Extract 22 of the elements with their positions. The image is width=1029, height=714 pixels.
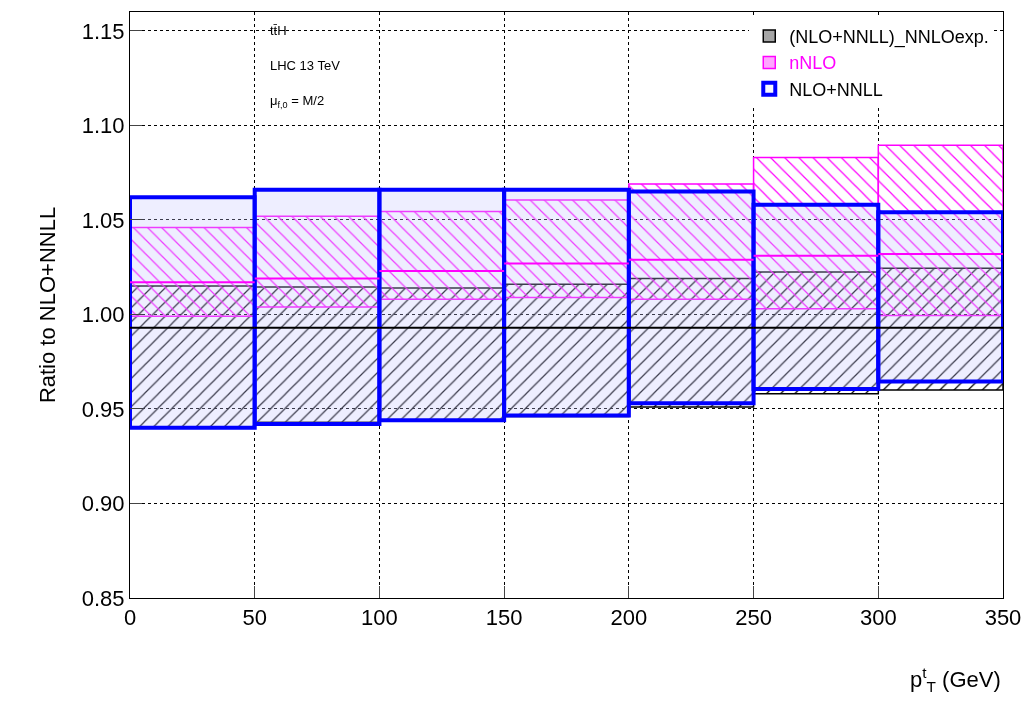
legend-label: NLO+NNLL <box>789 79 883 100</box>
y-tick-label: 0.85 <box>81 585 125 611</box>
x-tick-label: 50 <box>242 605 267 631</box>
y-tick-label: 1.10 <box>81 113 125 139</box>
x-tick-label: 300 <box>859 605 897 631</box>
x-axis-title: p$^{t}$$_{T}$ (GeV) <box>910 664 1001 695</box>
y-tick-label: 1.15 <box>81 18 125 44</box>
y-tick-label: 1.00 <box>81 302 125 328</box>
x-tick-label: 150 <box>485 605 523 631</box>
x-tick-label: 250 <box>735 605 772 631</box>
y-tick-label: 0.95 <box>81 396 125 422</box>
text: (NLO+NNLL)_NNLOexp. <box>789 27 989 49</box>
y-tick-label: 0.90 <box>81 491 125 517</box>
x-tick-label: 350 <box>984 605 1022 631</box>
x-tick-label: 100 <box>361 605 398 631</box>
annotation: μ$_{f,0}$ = M/2 <box>270 93 325 110</box>
x-tick-label: 200 <box>610 605 648 631</box>
x-tick-label: 0 <box>123 605 137 631</box>
y-axis-title: Ratio to NLO+NNLL <box>34 206 60 404</box>
text: nNLO <box>789 53 837 74</box>
y-tick-label: 1.05 <box>81 207 125 233</box>
annotation: LHC 13 TeV <box>270 58 341 73</box>
